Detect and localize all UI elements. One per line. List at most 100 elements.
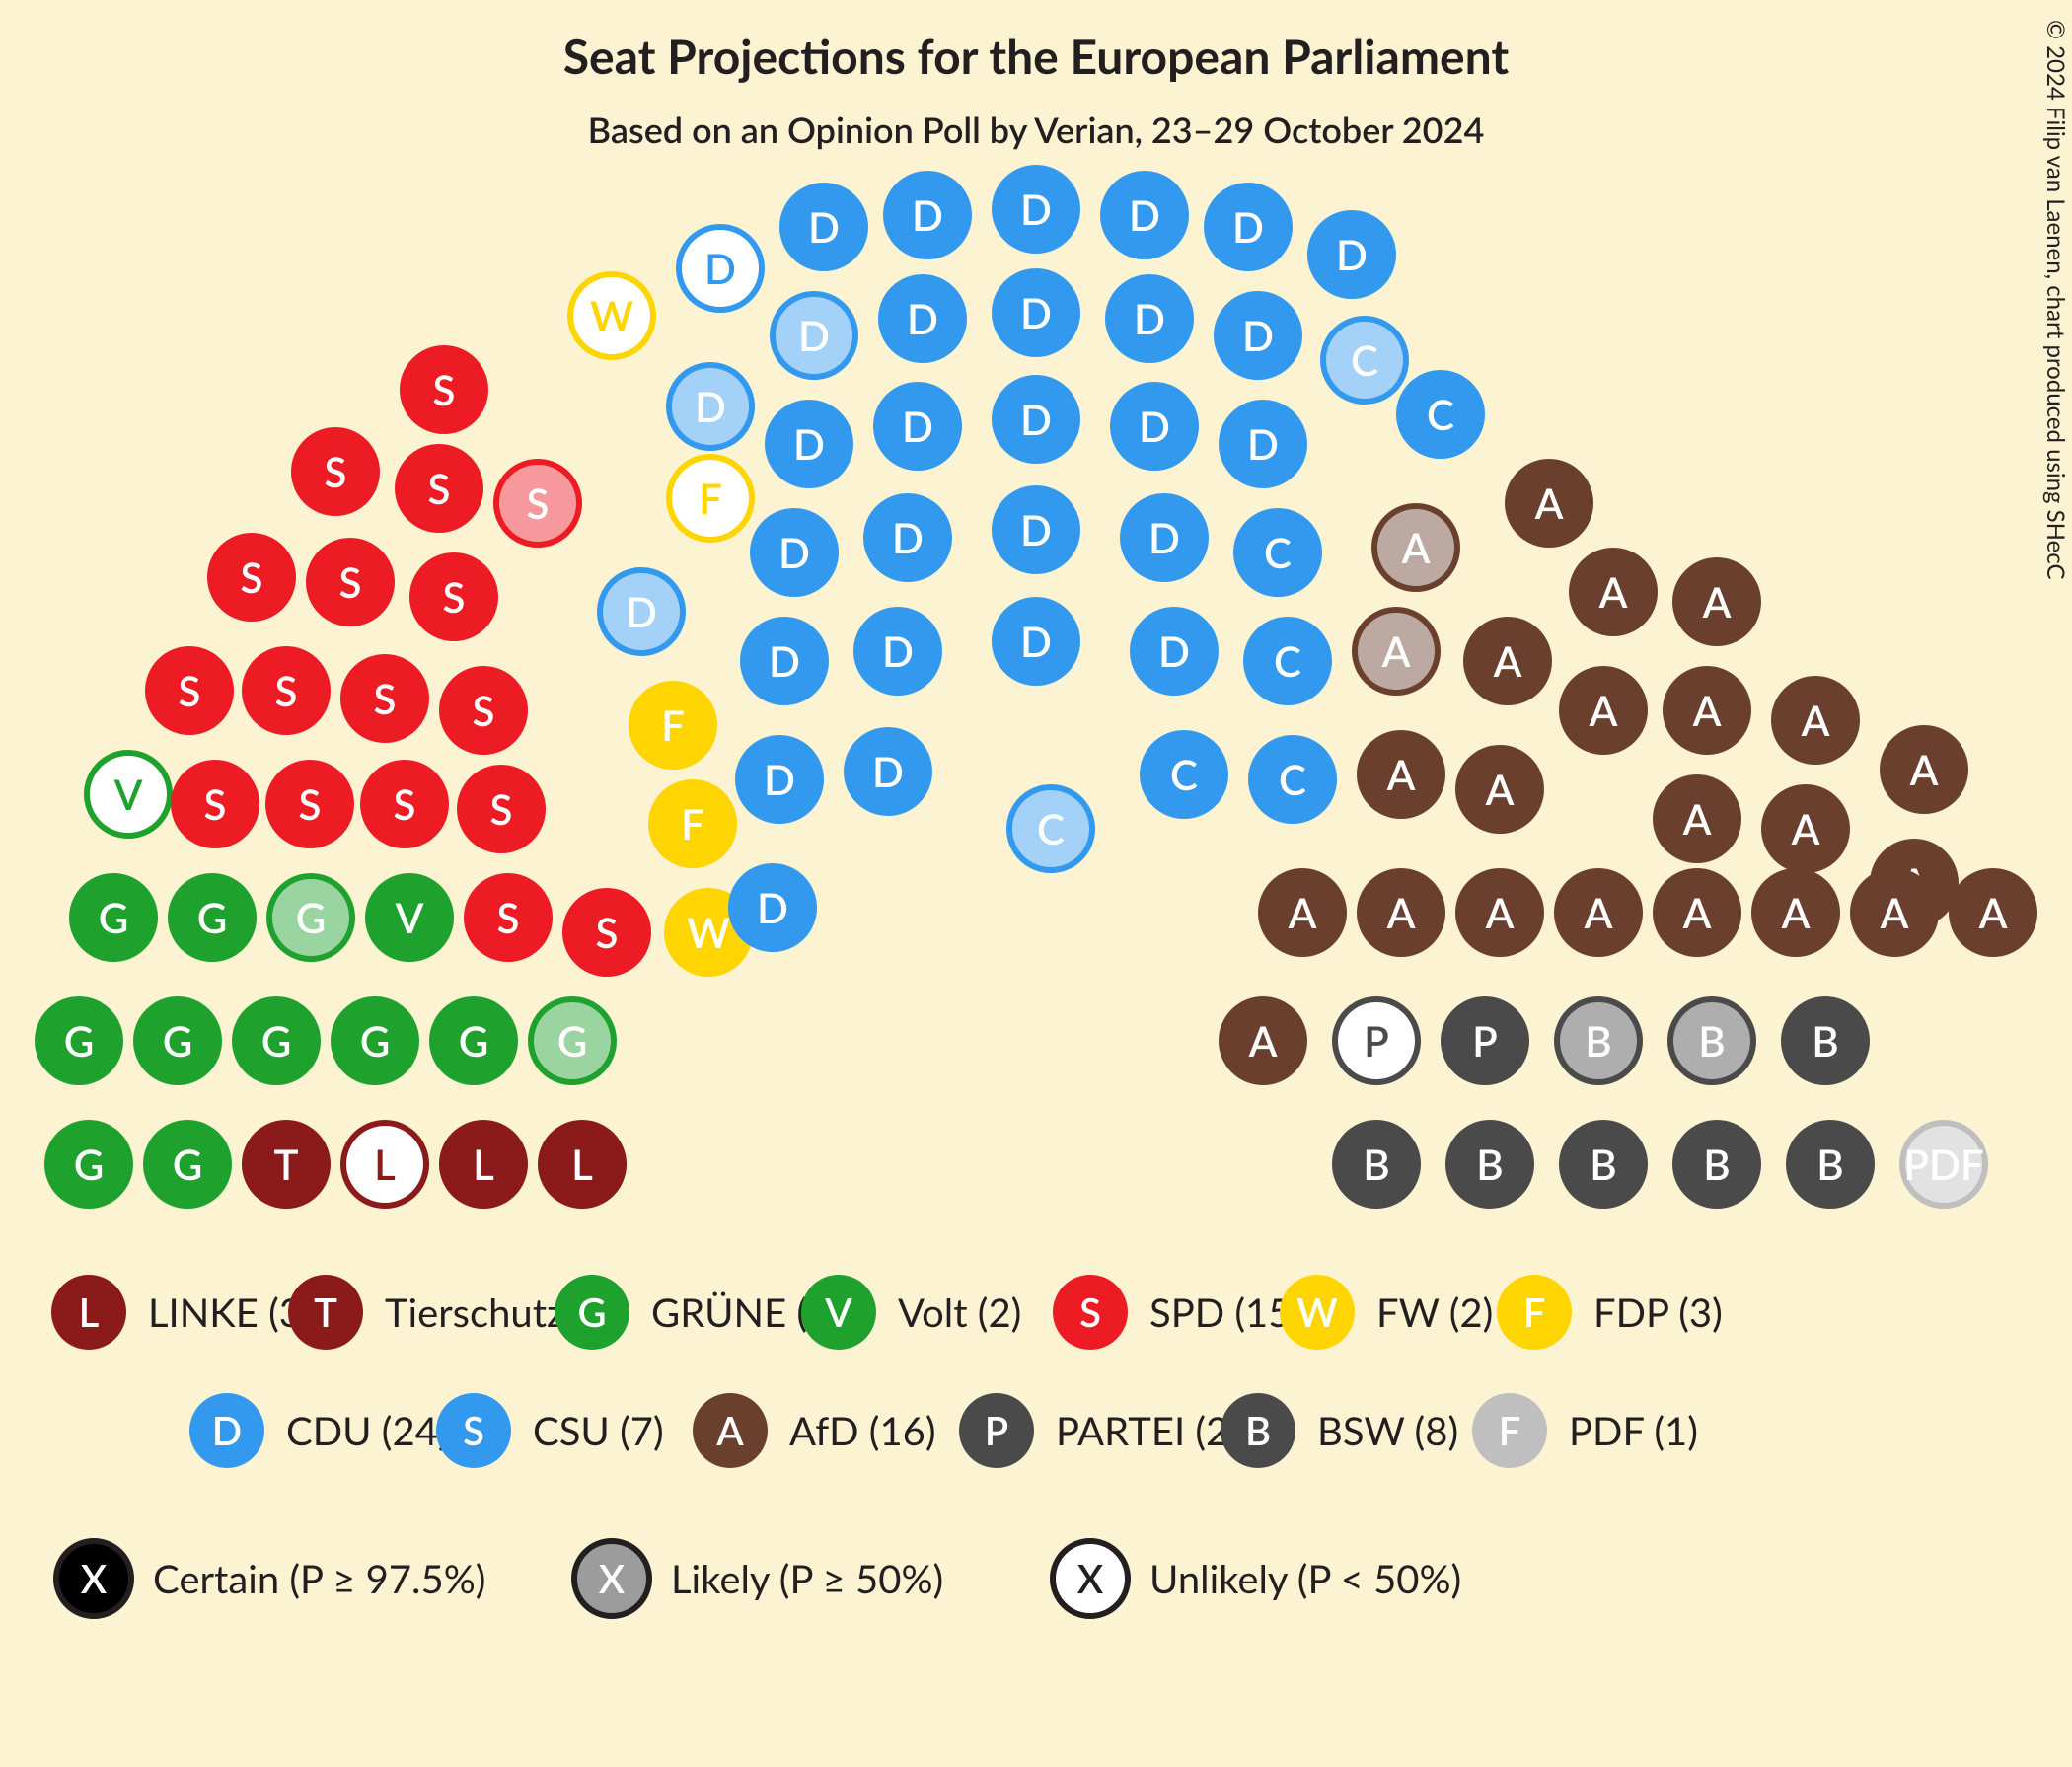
seat-letter: G [261, 1016, 292, 1066]
seat-b: B [1335, 1123, 1418, 1206]
copyright-text: © 2024 Filip van Laenen, chart produced … [2041, 20, 2070, 580]
seat-letter: G [557, 1016, 588, 1066]
seat-letter: G [173, 1140, 203, 1189]
seat-letter: D [882, 626, 914, 676]
seat-letter: A [1598, 567, 1628, 617]
seat-letter: D [1134, 294, 1165, 343]
seat-g: G [235, 999, 318, 1082]
seat-p: P [1335, 999, 1418, 1082]
legend-party-letter: A [715, 1407, 744, 1454]
seat-letter: W [687, 908, 730, 957]
seat-letter: A [1248, 1016, 1278, 1066]
seat-letter: B [1363, 1140, 1389, 1189]
seat-letter: S [394, 779, 416, 829]
seat-letter: D [778, 528, 810, 577]
seat-d: D [995, 168, 1077, 251]
seat-letter: G [163, 1016, 193, 1066]
seat-letter: F [661, 700, 685, 750]
seat-letter: D [1020, 184, 1052, 234]
legend-party-letter: T [314, 1288, 337, 1336]
seat-letter: D [907, 294, 938, 343]
seat-d: D [1133, 610, 1216, 693]
legend-party-letter: W [1296, 1288, 1338, 1336]
seat-s: S [148, 649, 231, 732]
seat-letter: A [1485, 888, 1515, 937]
seat-letter: V [113, 770, 143, 819]
seat-b: B [1448, 1123, 1531, 1206]
seat-letter: W [590, 291, 633, 340]
chart-stage: Seat Projections for the European Parlia… [0, 0, 2072, 1767]
seat-letter: A [1589, 686, 1618, 735]
seat-letter: B [1590, 1140, 1616, 1189]
seat-letter: S [497, 893, 520, 942]
seat-d: D [995, 378, 1077, 461]
seat-letter: C [1427, 390, 1454, 439]
seat-letter: G [197, 893, 228, 942]
seat-letter: A [1534, 479, 1564, 528]
seat-c: C [1143, 733, 1225, 816]
seat-letter: C [1351, 335, 1378, 385]
seat-letter: A [1682, 888, 1712, 937]
seat-letter: A [1401, 523, 1431, 572]
legend-party-letter: F [1523, 1288, 1546, 1336]
seat-letter: B [1698, 1016, 1725, 1066]
seat-letter: S [204, 779, 227, 829]
seat-letter: L [473, 1140, 494, 1189]
seat-letter: D [1158, 626, 1190, 676]
seat-a: A [1656, 777, 1739, 860]
seat-letter: A [1584, 888, 1613, 937]
seat-s: S [363, 763, 446, 846]
seat-a: A [1764, 787, 1847, 870]
legend-status-label: Unlikely (P < 50%) [1149, 1555, 1461, 1602]
seat-a: A [1221, 999, 1304, 1082]
legend-party-letter: P [985, 1407, 1008, 1454]
seat-g: G [531, 999, 614, 1082]
seat-letter: S [299, 779, 322, 829]
seat-g: G [432, 999, 515, 1082]
seat-w: W [570, 274, 653, 357]
seat-s: S [268, 763, 351, 846]
seat-letter: D [793, 419, 825, 469]
seat-d: D [669, 365, 752, 448]
seat-letter: D [704, 244, 736, 293]
seat-g: G [47, 1123, 130, 1206]
seat-a: A [1374, 506, 1457, 589]
seat-d: D [881, 277, 964, 360]
seat-a: A [1458, 871, 1541, 954]
legend-party-letter: L [79, 1288, 100, 1336]
seat-letter: G [64, 1016, 95, 1066]
seat-d: D [731, 866, 814, 949]
seat-letter: D [1148, 513, 1180, 562]
seat-d: D [743, 620, 826, 702]
seat-letter: B [1812, 1016, 1838, 1066]
seat-g: G [333, 999, 416, 1082]
seat-letter: D [798, 311, 830, 360]
seat-letter: D [872, 747, 904, 796]
seat-letter: D [1242, 311, 1274, 360]
seat-letter: L [374, 1140, 396, 1189]
seat-letter: D [1139, 402, 1170, 451]
seat-letter: S [179, 666, 201, 715]
seat-l: L [442, 1123, 525, 1206]
seat-c: C [1323, 319, 1406, 402]
seat-d: D [1310, 213, 1393, 296]
legend-party-label: BSW (8) [1317, 1407, 1458, 1454]
seat-letter: A [1781, 888, 1811, 937]
legend-status-letter: X [81, 1555, 108, 1602]
seat-s: S [210, 536, 293, 619]
seat-s: S [343, 657, 426, 740]
legend-status-letter: X [599, 1555, 626, 1602]
seat-letter: A [1682, 794, 1712, 844]
seat-a: A [1572, 551, 1655, 633]
seat-a: A [1952, 871, 2035, 954]
seat-letter: B [1816, 1140, 1843, 1189]
legend-party-label: FDP (3) [1593, 1288, 1723, 1336]
seat-s: S [467, 876, 550, 959]
legend-party-label: AfD (16) [789, 1407, 936, 1454]
seat-g: G [37, 999, 120, 1082]
seat-p: P [1443, 999, 1526, 1082]
seat-letter: D [695, 382, 726, 431]
seat-letter: A [1791, 804, 1820, 853]
seat-letter: D [769, 636, 800, 686]
seat-letter: D [1020, 288, 1052, 337]
